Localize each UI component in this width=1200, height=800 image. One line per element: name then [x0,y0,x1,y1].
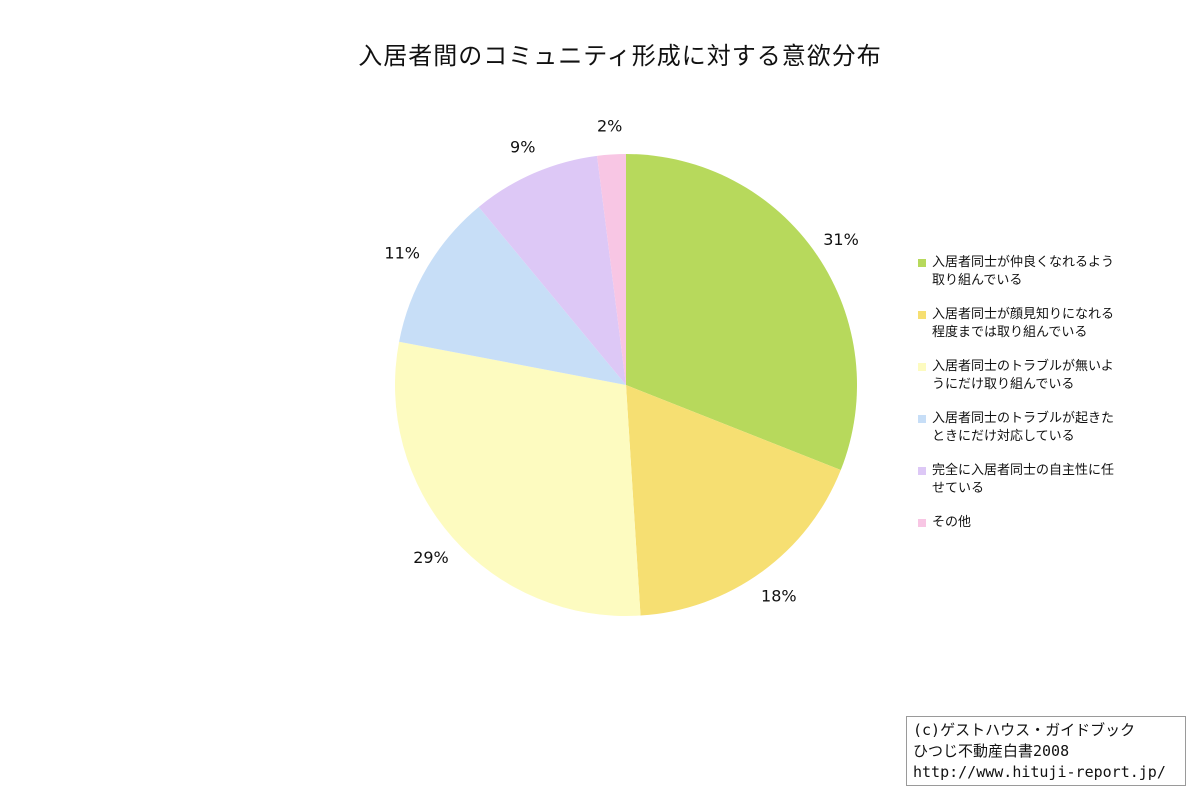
pie-slice-4 [399,207,626,385]
legend-swatch [918,259,926,267]
legend: 入居者同士が仲良くなれるよう 取り組んでいる 入居者同士が顔見知りになれる 程度… [918,254,1158,548]
legend-swatch [918,363,926,371]
credit-line: ひつじ不動産白書2008 [913,742,1070,760]
pie-slice-2 [626,385,841,616]
legend-label-line2: うにだけ取り組んでいる [932,377,1075,392]
legend-label-line2: 程度までは取り組んでいる [932,325,1088,340]
slice-percent-label-6: 2% [597,117,622,136]
legend-label-line2: 取り組んでいる [932,273,1023,288]
legend-item: 入居者同士が顔見知りになれる 程度までは取り組んでいる [918,306,1158,342]
legend-item: 入居者同士のトラブルが起きた ときにだけ対応している [918,410,1158,446]
slice-percent-label-3: 29% [413,548,449,567]
pie-slice-5 [478,155,626,385]
pie-slices [394,154,858,616]
chart-title: 入居者間のコミュニティ形成に対する意欲分布 [358,42,882,70]
legend-label-line1: 入居者同士のトラブルが起きた [932,411,1115,426]
slice-percent-label-4: 11% [384,244,420,263]
credit-url: http://www.hituji-report.jp/ [913,763,1166,781]
legend-swatch [918,467,926,475]
credit-box: (c)ゲストハウス・ガイドブック ひつじ不動産白書2008 http://www… [906,716,1186,786]
legend-label-line1: 完全に入居者同士の自主性に任 [932,463,1115,478]
credit-line: (c)ゲストハウス・ガイドブック [913,721,1136,739]
legend-swatch [918,311,926,319]
slice-percent-label-1: 31% [823,230,859,249]
legend-item: 完全に入居者同士の自主性に任 せている [918,462,1158,498]
pie-slice-6 [597,154,626,385]
legend-swatch [918,519,926,527]
legend-item: 入居者同士が仲良くなれるよう 取り組んでいる [918,254,1158,290]
legend-label-line1: 入居者同士が顔見知りになれる [932,307,1115,322]
legend-label-line1: 入居者同士が仲良くなれるよう [932,255,1115,270]
legend-label-line2: せている [932,481,985,496]
legend-label-line1: その他 [932,515,972,530]
legend-item: 入居者同士のトラブルが無いよ うにだけ取り組んでいる [918,358,1158,394]
pie-labels: 31% 18% 29% 11% 9% 2% [384,117,858,606]
pie-slice-1 [626,154,858,471]
legend-item: その他 [918,514,1158,532]
legend-label-line2: ときにだけ対応している [932,429,1075,444]
legend-swatch [918,415,926,423]
slice-percent-label-2: 18% [761,586,797,605]
slice-percent-label-5: 9% [510,137,535,156]
pie-slice-3 [394,341,641,616]
legend-label-line1: 入居者同士のトラブルが無いよ [932,359,1114,374]
